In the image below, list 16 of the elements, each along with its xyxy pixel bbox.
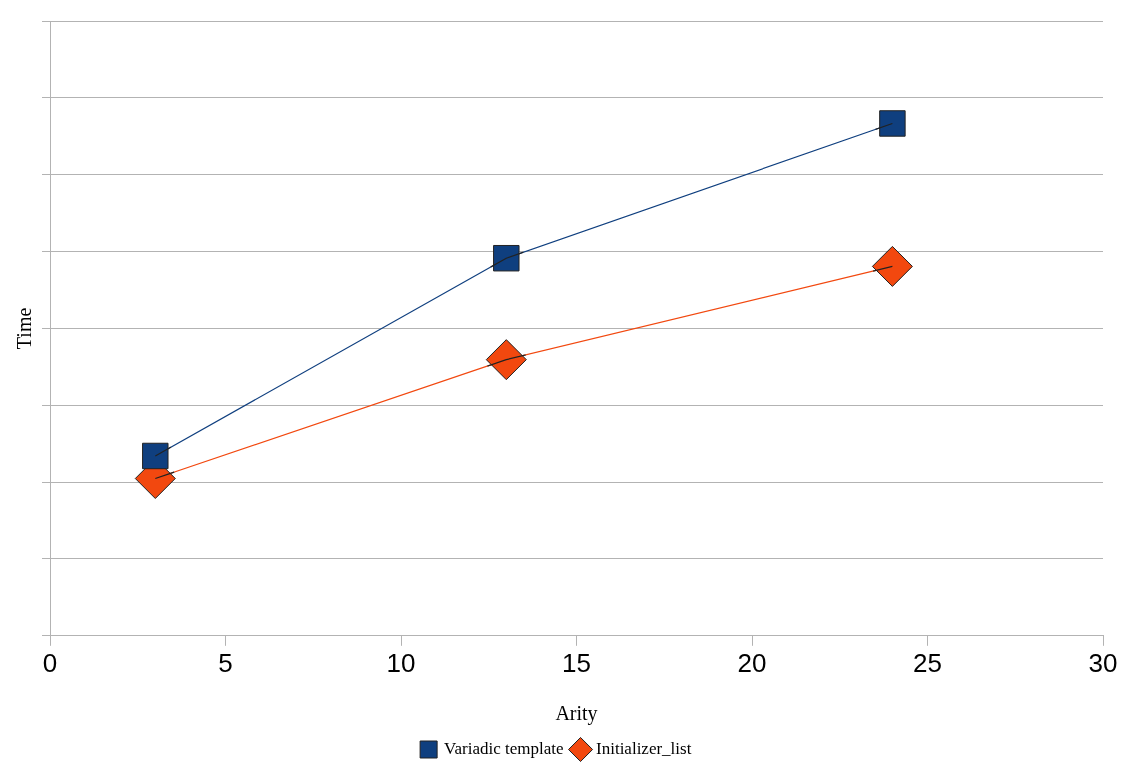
point	[493, 244, 520, 272]
x-tick-label: 0	[42, 647, 58, 678]
y-axis-title: Time	[13, 307, 36, 350]
point	[879, 110, 906, 137]
x-axis-title: Arity	[555, 702, 598, 726]
point	[871, 245, 913, 287]
x-tick-label: 5	[218, 647, 233, 678]
x-tick-label: 25	[913, 647, 942, 678]
x-tick-label: 15	[562, 647, 591, 678]
x-tick-label: 30	[1088, 647, 1118, 678]
legend-label: Initializer_list	[596, 738, 692, 758]
legend-label: Variadic template	[444, 738, 564, 758]
point	[485, 339, 527, 381]
x-tick-label: 20	[737, 647, 767, 678]
x-tick-label: 10	[386, 647, 416, 678]
point	[142, 442, 169, 470]
